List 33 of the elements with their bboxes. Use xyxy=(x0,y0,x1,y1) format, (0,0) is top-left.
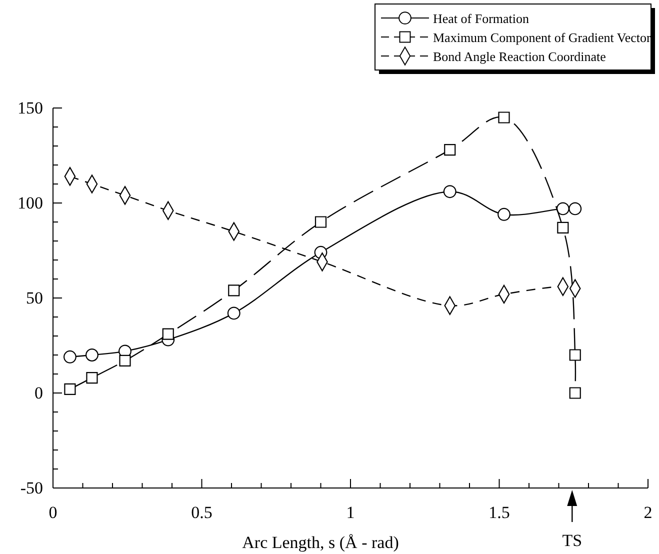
y-tick-label: 0 xyxy=(34,383,43,402)
annotation: TS xyxy=(562,531,582,550)
point xyxy=(443,185,456,198)
point xyxy=(64,383,76,395)
y-tick-label: 150 xyxy=(18,98,43,118)
point xyxy=(162,328,174,340)
x-tick-label: 1.5 xyxy=(488,503,510,522)
legend-label: Heat of Formation xyxy=(433,11,530,26)
x-tick-label: 0.5 xyxy=(191,503,212,522)
y-tick-label: 100 xyxy=(18,193,43,212)
y-tick-label: -50 xyxy=(20,478,43,498)
point xyxy=(86,372,98,384)
point xyxy=(228,284,240,296)
x-tick-label: 1 xyxy=(346,503,355,522)
point xyxy=(119,354,131,366)
legend-label: Maximum Component of Gradient Vector xyxy=(433,30,652,45)
y-tick-label: 50 xyxy=(26,288,43,308)
x-tick-label: 0 xyxy=(48,503,58,522)
point xyxy=(557,222,569,234)
x-tick-label: 2 xyxy=(644,503,652,522)
point xyxy=(227,306,240,320)
point xyxy=(444,144,456,156)
point xyxy=(63,350,76,364)
point xyxy=(569,349,581,361)
x-axis-title: Arc Length, s (Å - rad) xyxy=(242,533,399,552)
point xyxy=(314,216,327,228)
legend-label: Bond Angle Reaction Coordinate xyxy=(433,49,606,64)
point xyxy=(569,387,581,399)
point xyxy=(86,348,98,362)
point xyxy=(556,202,570,216)
point xyxy=(568,202,582,216)
point xyxy=(498,112,510,124)
point xyxy=(498,208,510,221)
